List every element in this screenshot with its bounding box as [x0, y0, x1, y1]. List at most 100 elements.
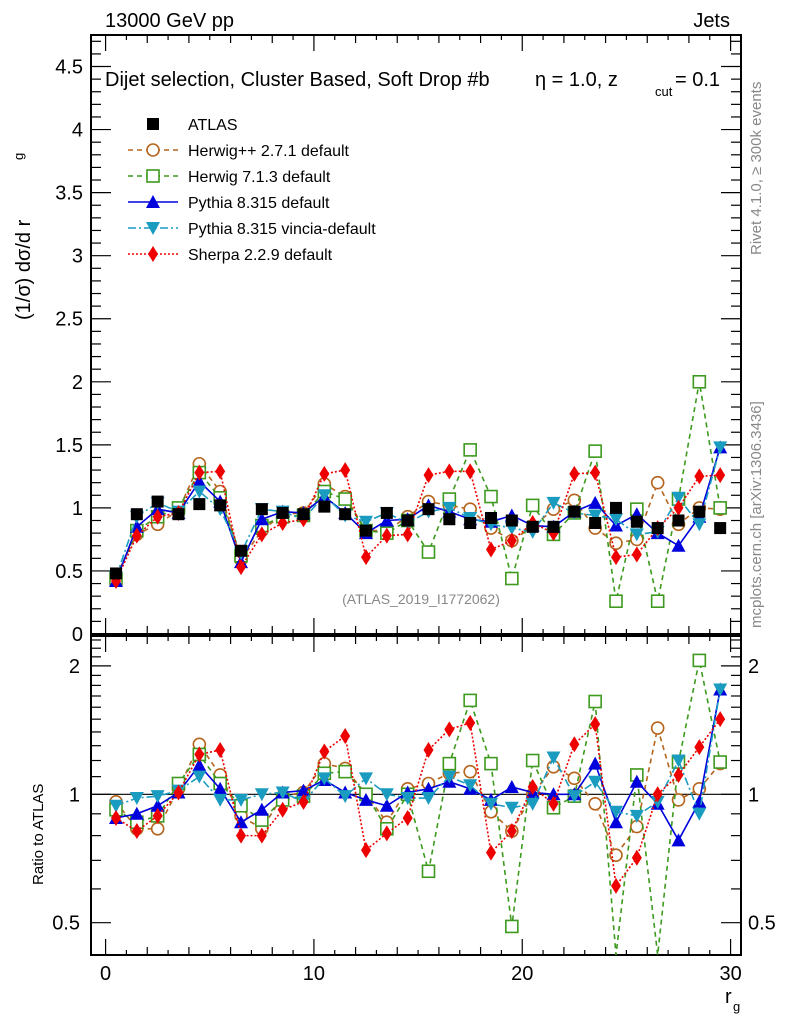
main-data-point [631, 546, 642, 563]
main-data-point [485, 511, 497, 524]
rivet-label: Rivet 4.1.0, ≥ 300k events [748, 82, 765, 255]
main-data-point [276, 506, 289, 519]
ratio-data-point [588, 694, 602, 709]
ratio-data-point [361, 842, 371, 859]
ratio-data-point [713, 755, 727, 769]
ratio-data-point [421, 781, 436, 795]
main-ytick-label: 1 [72, 498, 83, 520]
main-data-point [256, 526, 267, 543]
main-data-point [464, 517, 477, 530]
ratio-data-point [402, 809, 413, 826]
main-data-point [340, 462, 351, 479]
main-data-point [318, 500, 331, 513]
main-data-point [692, 374, 707, 389]
main-data-point [692, 518, 707, 532]
ratio-data-point [213, 793, 228, 807]
main-data-point [590, 464, 601, 481]
ratio-data-point [256, 827, 267, 844]
main-data-point [505, 514, 518, 527]
main-data-point [359, 515, 373, 529]
ratio-data-point [215, 742, 226, 759]
main-data-point [547, 520, 560, 533]
main-data-point [611, 549, 621, 566]
main-data-point [444, 463, 455, 480]
main-data-point [505, 571, 519, 586]
ratio-data-point [694, 739, 705, 756]
main-data-point [172, 508, 185, 521]
ratio-data-point [463, 764, 477, 779]
ratio-data-point [504, 780, 519, 794]
ratio-axes: 0 10 20 30 0.5 0.5 1 1 2 2 [52, 636, 776, 985]
main-data-point [650, 594, 665, 609]
main-series-0 [110, 495, 727, 580]
main-data-point [319, 465, 330, 482]
main-data-point [214, 499, 227, 512]
main-frame [90, 34, 742, 635]
main-data-point [486, 541, 496, 558]
main-data-point [192, 485, 207, 499]
main-data-point [254, 512, 269, 526]
main-ylabel-sub: g [11, 153, 26, 160]
ratio-data-point [546, 787, 561, 801]
main-data-point [629, 528, 644, 542]
ratio-series-0 [109, 721, 727, 862]
main-data-point [713, 501, 727, 515]
legend-label: Herwig++ 2.7.1 default [188, 143, 350, 160]
ratio-data-point [713, 683, 728, 697]
ratio-data-point [506, 823, 517, 840]
ratio-data-point [131, 823, 142, 840]
main-data-point [506, 532, 517, 549]
main-data-point [277, 515, 288, 532]
ratio-data-point [254, 802, 269, 816]
legend-marker [146, 195, 160, 208]
main-data-point [110, 567, 122, 580]
main-axes: 0 0.5 1 1.5 2 2.5 3 3.5 4 4.5 [55, 35, 741, 646]
main-data-point [255, 503, 268, 516]
main-series-line [115, 381, 721, 602]
main-series-line [115, 469, 721, 582]
main-data-point [715, 467, 726, 484]
main-ytick-label: 0 [72, 624, 83, 646]
main-data-point [672, 514, 685, 527]
ratio-data-point [173, 784, 184, 801]
ratio-data-point [150, 790, 165, 804]
ratio-data-point [650, 795, 665, 809]
ratio-data-point [692, 794, 707, 808]
main-data-point [194, 464, 205, 481]
ratio-series-4 [111, 711, 726, 894]
ratio-data-point [484, 756, 498, 771]
main-data-point [442, 501, 457, 515]
ratio-data-point [400, 792, 415, 806]
legend-entry: ATLAS [147, 117, 238, 134]
ratio-frame [90, 635, 742, 956]
main-data-point [421, 545, 436, 559]
ratio-data-point [379, 798, 394, 812]
ratio-data-point [567, 790, 582, 804]
ratio-ylabel: Ratio to ATLAS [30, 784, 47, 885]
ratio-data-point [338, 790, 353, 804]
ratio-data-point [359, 772, 373, 786]
ratio-data-point [421, 864, 436, 879]
main-series [109, 374, 728, 609]
legend-entry: Sherpa 2.2.9 default [128, 246, 333, 264]
ratio-data-point [234, 793, 248, 807]
main-data-point [465, 463, 476, 480]
main-data-point [402, 526, 413, 543]
main-data-point [297, 508, 310, 521]
mcplots-label: mcplots.cern.ch [arXiv:1306.3436] [748, 401, 765, 628]
ratio-data-point [629, 809, 644, 823]
main-data-point [443, 513, 456, 526]
main-ytick-label: 2 [72, 372, 83, 394]
ratio-data-point [129, 806, 144, 820]
ratio-data-point [152, 807, 163, 824]
ratio-data-point [609, 815, 623, 829]
xlabel-text: r [725, 986, 732, 1008]
main-data-point [650, 475, 665, 490]
ratio-data-point [629, 774, 644, 788]
main-data-point [609, 594, 623, 609]
ratio-data-point [194, 746, 205, 763]
legend-marker [146, 222, 160, 235]
ratio-data-point [277, 801, 288, 818]
main-data-point [610, 501, 622, 514]
